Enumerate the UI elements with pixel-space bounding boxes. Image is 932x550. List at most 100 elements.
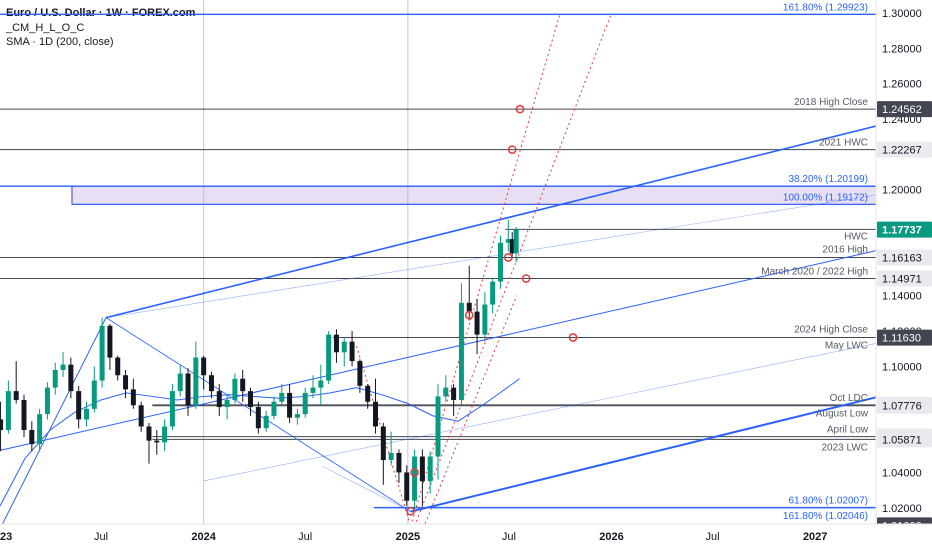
price-badge-label: 1.16163 xyxy=(882,252,922,264)
price-badge xyxy=(877,249,932,266)
candle xyxy=(326,331,332,385)
candle-body xyxy=(388,452,394,461)
candle xyxy=(349,331,355,367)
level-label: 161.80% (1.02046) xyxy=(783,511,868,522)
candle-body xyxy=(380,426,386,461)
candle-body xyxy=(99,325,105,381)
candle-body xyxy=(13,391,19,400)
candle-body xyxy=(5,391,11,431)
level-label: 2024 High Close xyxy=(794,325,868,336)
candle xyxy=(60,352,66,378)
candle-body xyxy=(466,302,472,312)
candle-body xyxy=(497,242,503,282)
resistance-zone xyxy=(71,185,877,205)
time-axis xyxy=(0,524,932,550)
candle-body xyxy=(513,229,519,254)
candle xyxy=(294,408,300,425)
price-tick-label: 1.14000 xyxy=(882,291,922,303)
price-badge-label: 1.14971 xyxy=(882,274,922,286)
candle-body xyxy=(349,341,355,362)
level-label: 2023 LWC xyxy=(821,442,868,453)
candle-body xyxy=(458,302,464,400)
candle xyxy=(224,394,230,420)
candle-body xyxy=(107,325,113,358)
candle xyxy=(333,329,339,363)
candle-body xyxy=(37,414,43,445)
target-marker xyxy=(503,253,513,262)
price-badge-label: 1.11630 xyxy=(882,333,921,345)
price-badge xyxy=(877,270,932,287)
candle xyxy=(52,362,58,395)
level-label: 2021 HWC xyxy=(819,138,868,149)
trendline xyxy=(0,317,107,530)
trendline xyxy=(105,194,877,318)
candle-body xyxy=(294,414,300,418)
candle xyxy=(232,373,238,404)
channel-line xyxy=(424,295,518,524)
target-marker xyxy=(521,274,531,283)
level-label: August Low xyxy=(816,409,869,420)
candle-body xyxy=(68,364,74,392)
candle xyxy=(435,384,441,480)
candle xyxy=(396,449,402,484)
candle xyxy=(482,292,488,342)
candle-body xyxy=(333,334,339,353)
price-tick-label: 1.26000 xyxy=(882,79,922,91)
candle xyxy=(185,368,191,416)
candle xyxy=(5,380,11,434)
candle xyxy=(68,357,74,399)
candle-body xyxy=(302,392,308,415)
candle xyxy=(44,382,50,420)
candle-body xyxy=(21,399,27,431)
candle-body xyxy=(357,361,363,386)
price-tick-label: 1.20000 xyxy=(882,185,922,197)
candle xyxy=(490,278,496,314)
candle-body xyxy=(435,396,441,457)
candle xyxy=(497,235,503,289)
level-label: May LWC xyxy=(825,341,868,352)
time-tick-label: Jul xyxy=(298,531,312,543)
target-marker xyxy=(410,468,419,477)
time-tick-label: Jul xyxy=(94,531,108,543)
candle xyxy=(388,431,394,466)
candle-body xyxy=(83,408,89,420)
candle xyxy=(146,422,152,464)
candle-body xyxy=(44,387,50,415)
candle-body xyxy=(193,357,199,406)
candle-body xyxy=(216,391,222,408)
candle-body xyxy=(404,472,410,501)
candle xyxy=(271,396,277,420)
trendline xyxy=(105,125,877,319)
candle xyxy=(279,384,285,406)
candle xyxy=(255,401,261,434)
candle-body xyxy=(29,430,35,445)
candle xyxy=(419,449,425,506)
candle-body xyxy=(185,373,191,406)
price-badge xyxy=(877,221,932,238)
target-marker xyxy=(568,333,578,342)
candle xyxy=(513,226,519,263)
candle-body xyxy=(310,387,316,393)
time-tick-label: 2023 xyxy=(0,531,12,543)
level-label: HWC xyxy=(844,231,868,242)
candle xyxy=(37,408,43,452)
candle-body xyxy=(52,369,58,388)
candle xyxy=(263,410,269,432)
level-label: 38.20% (1.20199) xyxy=(788,174,868,185)
candle xyxy=(83,401,89,427)
candle-body xyxy=(490,281,496,305)
candle-body xyxy=(60,364,66,370)
candle-body xyxy=(373,401,379,427)
candle-body xyxy=(123,375,129,390)
price-badge xyxy=(877,431,932,448)
candle-body xyxy=(240,378,246,392)
candle xyxy=(318,364,324,406)
time-tick-label: 2025 xyxy=(396,531,420,543)
trendline xyxy=(410,396,877,513)
candle xyxy=(107,323,113,370)
time-tick-label: Jul xyxy=(502,531,516,543)
candle xyxy=(115,355,121,381)
candle xyxy=(177,364,183,397)
target-marker xyxy=(507,145,517,154)
